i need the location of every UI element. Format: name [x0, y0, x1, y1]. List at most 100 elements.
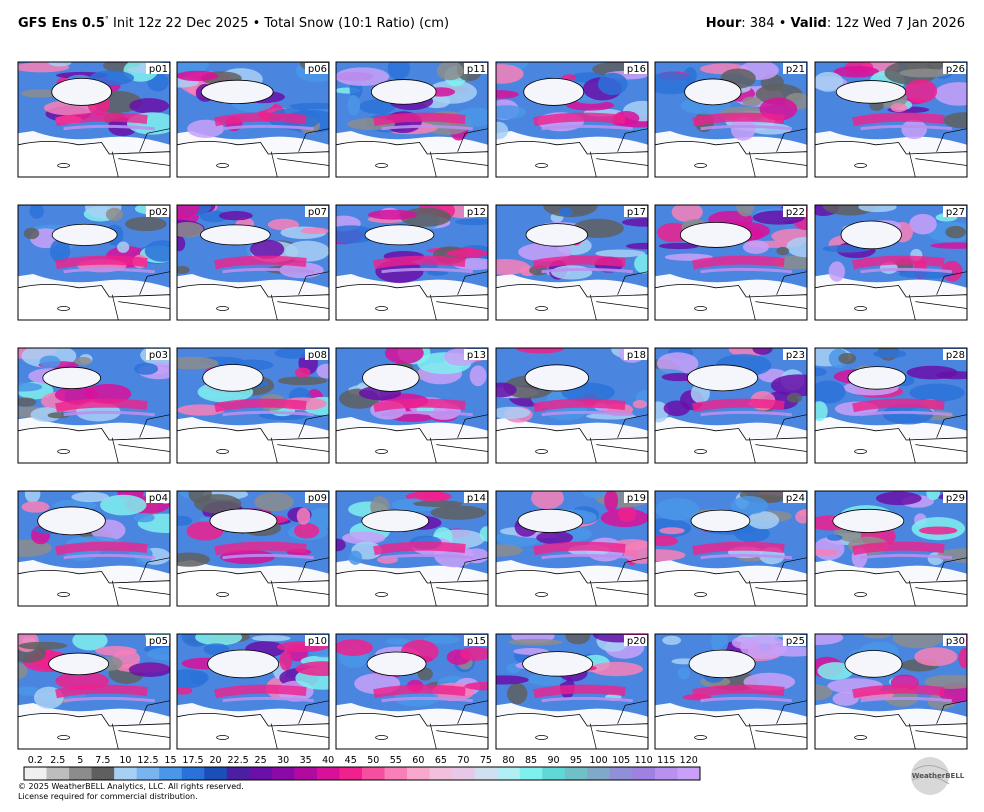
map-panel [336, 348, 488, 463]
border [111, 557, 170, 606]
label-box [783, 63, 806, 74]
member-label: p11 [467, 64, 486, 75]
island [694, 163, 707, 168]
colorbar-tick-label: 105 [612, 755, 630, 766]
colorbar-tick-label: 10 [119, 755, 131, 766]
snow-blob [295, 661, 329, 677]
snow-blob [734, 525, 770, 543]
map-panel [815, 348, 967, 463]
island [535, 735, 548, 740]
colorbar-swatch [226, 767, 250, 780]
label-box [783, 349, 806, 360]
colorbar-tick-label: 100 [590, 755, 608, 766]
snow-blob [838, 352, 857, 365]
band [860, 553, 952, 560]
snow-blob [177, 515, 193, 526]
snow-blob [430, 505, 487, 520]
band [214, 398, 307, 413]
label-box [783, 635, 806, 646]
border [429, 557, 488, 606]
panel-frame [814, 633, 968, 750]
degree-mark: ° [105, 15, 109, 24]
member-label: p04 [149, 493, 168, 504]
label-box [624, 349, 647, 360]
snow-blob [250, 239, 285, 259]
band [55, 684, 148, 699]
panel-frame [335, 490, 489, 607]
colorbar-swatch [46, 767, 70, 780]
colorbar-tick-label: 50 [367, 755, 379, 766]
sea [523, 77, 585, 106]
coastline [496, 426, 648, 463]
sea [832, 508, 905, 533]
band [541, 410, 633, 417]
colorbar-tick-label: 55 [390, 755, 402, 766]
member-label: p06 [308, 64, 327, 75]
snow-blob [413, 500, 464, 507]
snow-blob [958, 647, 967, 669]
snow-blob [18, 397, 37, 407]
border [270, 414, 329, 463]
snow-blob [531, 491, 564, 510]
snow-blob [279, 650, 293, 671]
band [692, 541, 785, 556]
panel-frame [17, 61, 171, 178]
member-label: p16 [627, 64, 646, 75]
snow-blob [817, 662, 854, 680]
snow-blob [506, 682, 528, 705]
snow-blob [218, 211, 253, 221]
member-label: p18 [627, 350, 646, 361]
colorbar-frame [23, 766, 701, 781]
panel-frame [335, 204, 489, 321]
snow-blob [316, 363, 329, 379]
border [589, 700, 648, 749]
colorbar-tick-label: 30 [277, 755, 289, 766]
snow-blob [436, 62, 464, 81]
colorbar-swatch [407, 767, 431, 780]
panel-frame [176, 61, 330, 178]
snow-blob [786, 236, 807, 258]
colorbar-tick-label: 115 [657, 755, 675, 766]
snow-blob [496, 382, 517, 398]
colorbar-tick-label: 12.5 [137, 755, 158, 766]
band [214, 541, 307, 556]
island [694, 735, 707, 740]
snow-blob [71, 491, 110, 503]
panel-frame [335, 61, 489, 178]
label-box [943, 63, 966, 74]
sea [207, 649, 280, 679]
coastline [336, 569, 488, 606]
snow-blob [24, 491, 41, 503]
colorbar-swatch [204, 767, 228, 780]
border [908, 557, 967, 606]
snow-blob [634, 254, 648, 274]
snow-blob [124, 216, 167, 232]
colorbar-tick-label: 15 [164, 755, 176, 766]
panel-frame [17, 633, 171, 750]
colorbar-tick-label: 40 [322, 755, 334, 766]
snow-blob [892, 634, 944, 649]
copyright: © 2025 WeatherBELL Analytics, LLC. All r… [18, 782, 244, 791]
band [214, 112, 307, 127]
snow-blob [105, 207, 124, 221]
snow-blob [815, 634, 844, 645]
snow-blob [858, 205, 897, 213]
snow-blob [747, 511, 780, 530]
band [222, 124, 314, 131]
snow-blob [655, 498, 700, 521]
snow-blob [914, 647, 958, 667]
colorbar-swatch [159, 767, 183, 780]
snow-blob [655, 549, 686, 562]
snow-blob [293, 523, 320, 539]
description: Init 12z 22 Dec 2025 • Total Snow (10:1 … [109, 16, 449, 31]
border [111, 414, 170, 463]
snow-blob [906, 365, 958, 380]
snow-blob [39, 355, 61, 369]
map-panel [18, 634, 170, 749]
snow-blob [336, 639, 373, 656]
panel-frame [17, 490, 171, 607]
title: GFS Ens 0.5° Init 12z 22 Dec 2025 • Tota… [18, 15, 449, 31]
coastline [18, 569, 170, 606]
border [270, 557, 329, 606]
border [908, 271, 967, 320]
